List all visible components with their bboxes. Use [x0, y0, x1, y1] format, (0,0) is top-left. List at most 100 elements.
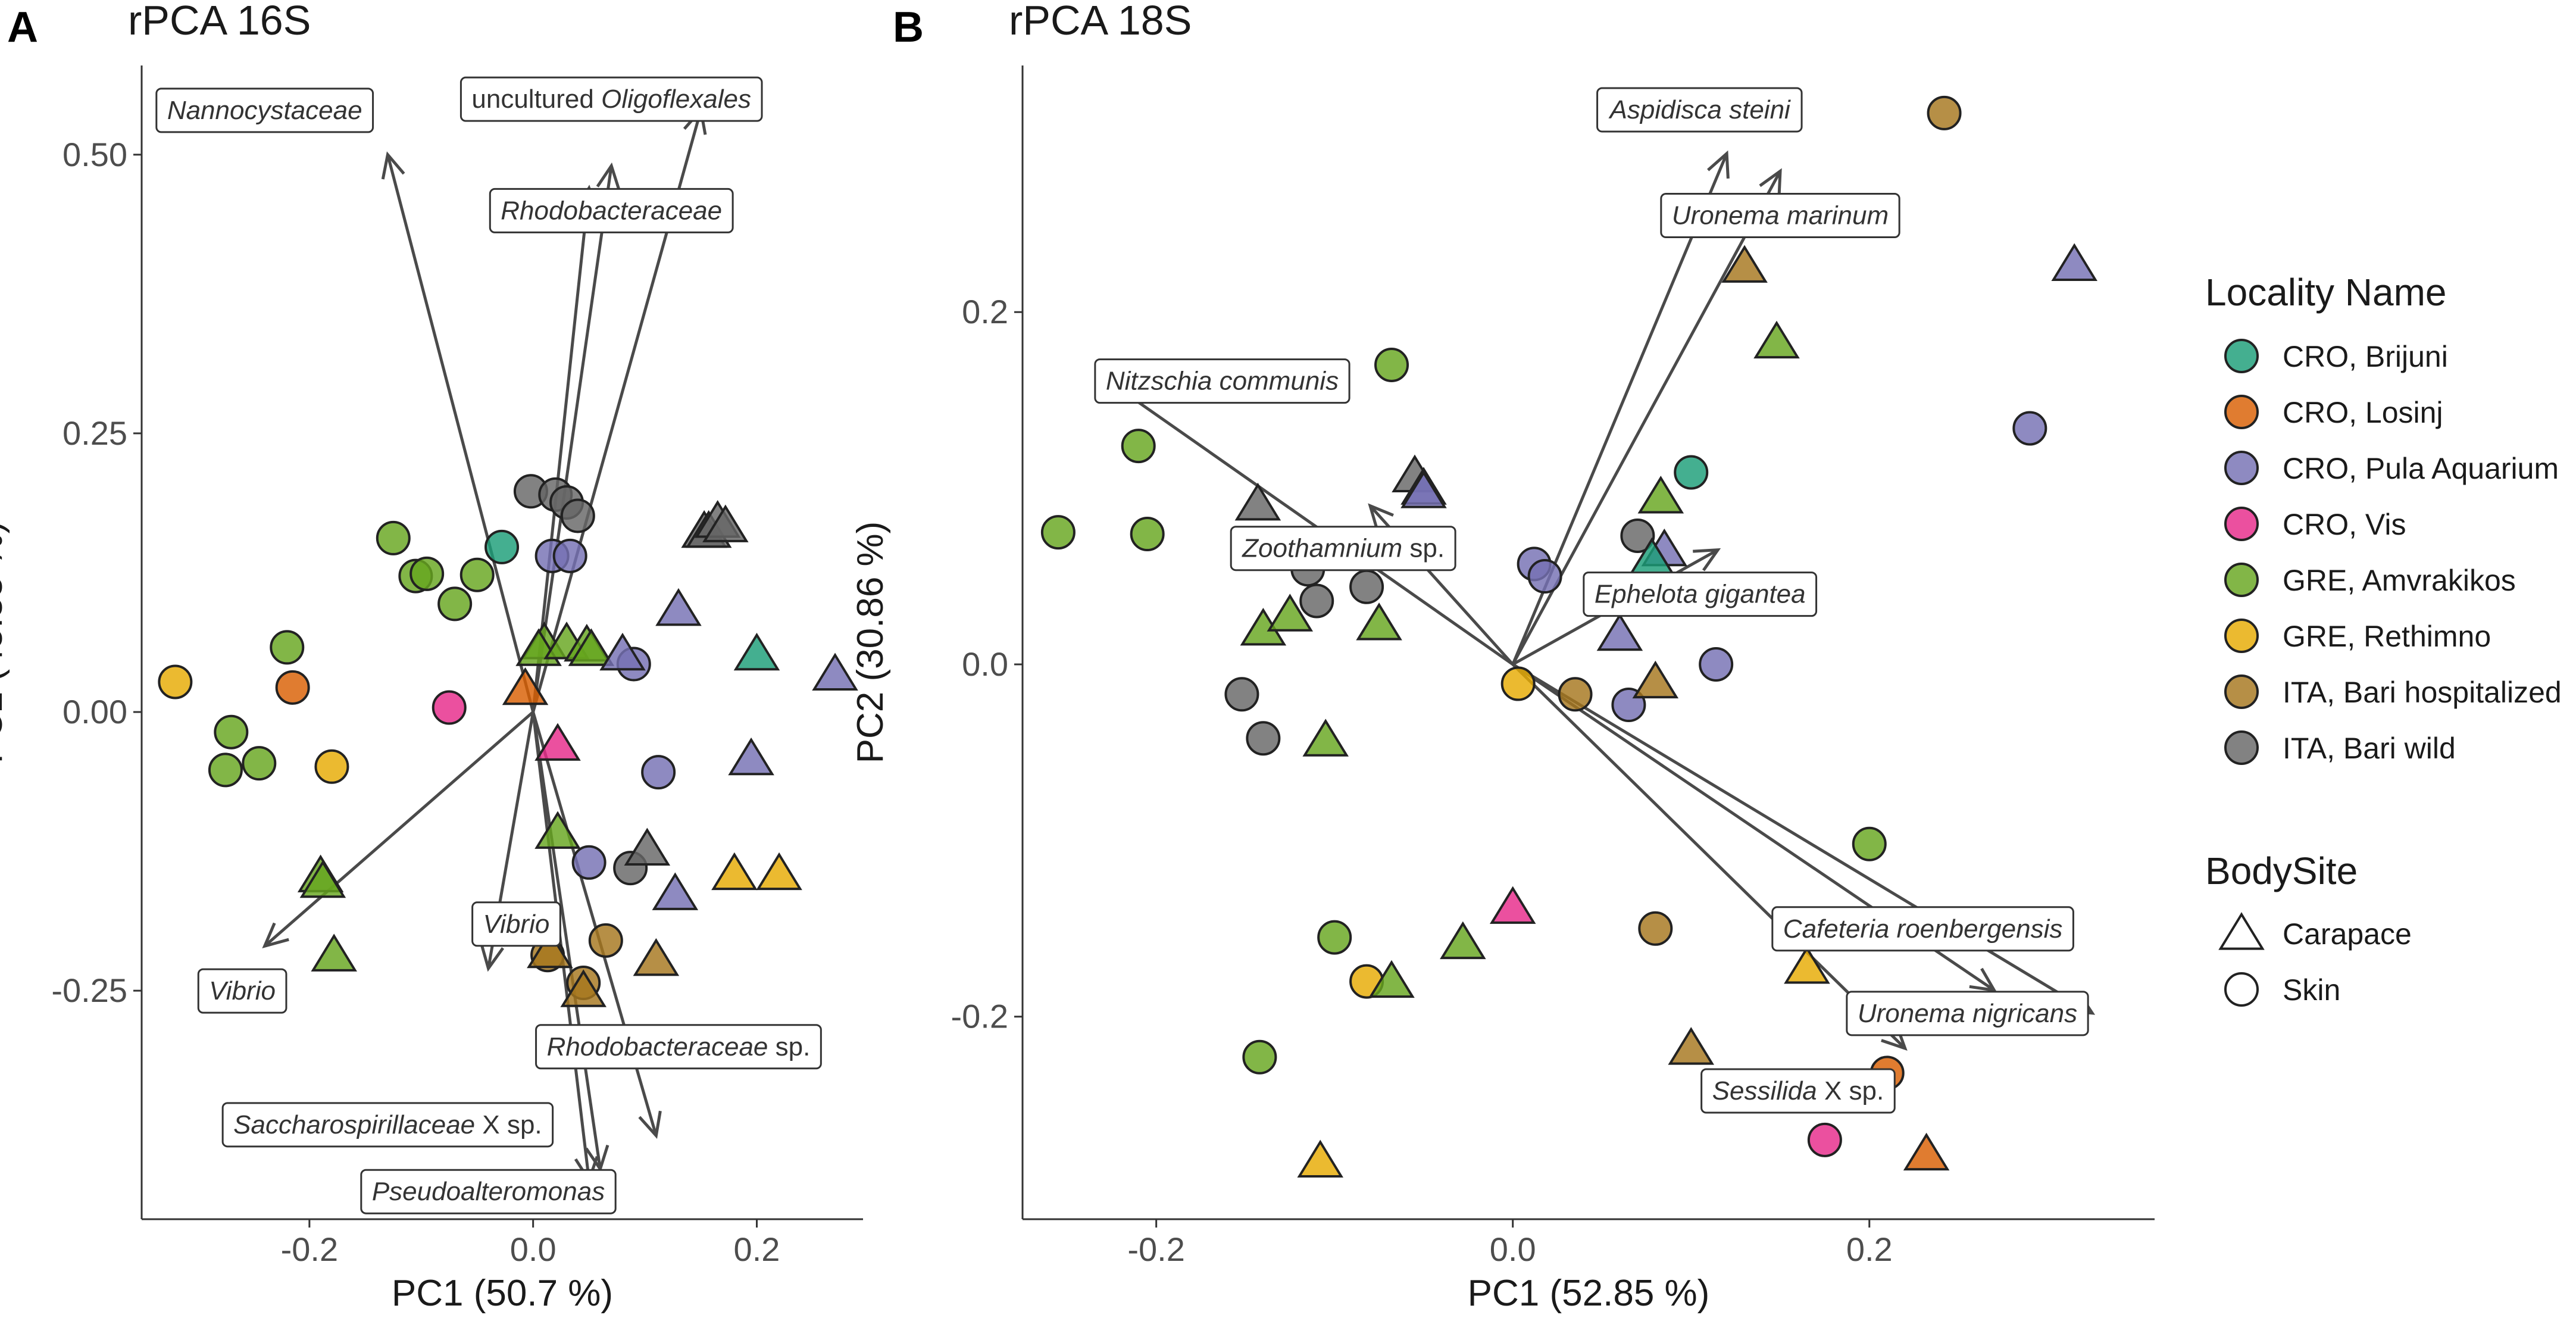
arrow-label-text: Cafeteria roenbergensis: [1783, 914, 2063, 944]
data-point: [702, 504, 749, 542]
data-point: [1632, 660, 1679, 699]
arrow-label-text: Saccharospirillaceae X sp.: [233, 1110, 542, 1139]
data-point: [437, 586, 473, 622]
data-point: [527, 930, 573, 969]
data-point: [1620, 518, 1655, 553]
y-tick-label: -0.25: [51, 972, 127, 1009]
data-point: [1500, 666, 1536, 701]
data-point: [314, 749, 349, 784]
data-point: [1400, 470, 1447, 508]
data-point: [756, 852, 802, 891]
arrow-label-box: [471, 901, 561, 947]
arrow-label: Uronema marinum: [1660, 192, 1900, 238]
loading-arrow: [1102, 376, 1514, 666]
data-point: [158, 664, 193, 699]
data-point: [1242, 1039, 1277, 1075]
loading-arrow: [386, 154, 535, 713]
data-point: [1440, 921, 1486, 960]
label-taxon: Pseudoalteromonas: [372, 1177, 605, 1206]
data-point: [242, 746, 277, 781]
data-point: [502, 667, 549, 705]
legend-locality-label: GRE, Amvrakikos: [2283, 564, 2516, 597]
data-point: [568, 628, 615, 666]
arrow-label: Cafeteria roenbergensis: [1771, 906, 2074, 952]
legend-locality-swatch: [2224, 563, 2259, 597]
legend-locality-label: ITA, Bari wild: [2283, 732, 2456, 765]
x-tick-label: -0.2: [281, 1231, 339, 1268]
loading-arrow: [264, 711, 534, 948]
data-point: [1903, 1132, 1950, 1171]
data-point: [1668, 1027, 1714, 1065]
loading-arrow: [1512, 663, 2093, 1014]
x-tick-label: 0.2: [734, 1231, 780, 1268]
data-point: [459, 557, 495, 592]
data-points: [1040, 95, 2097, 1178]
data-point: [733, 632, 780, 671]
arrow-head: [1368, 503, 1394, 530]
x-tick-label: 0.2: [1846, 1231, 1893, 1268]
arrow-label: uncultured Oligoflexales: [459, 76, 763, 122]
legend-bodysite-swatch: [2218, 912, 2265, 950]
legend-locality-label: CRO, Pula Aquarium: [2283, 452, 2559, 485]
loading-arrows: [262, 107, 707, 1184]
legend-locality-swatch: [2224, 395, 2259, 429]
data-point: [1234, 482, 1281, 521]
data-point: [1317, 920, 1352, 955]
data-point: [311, 933, 357, 972]
arrow-label-box: [489, 188, 734, 233]
arrow-labels: Aspidisca steini Uronema marinum Nitzschia…: [1094, 87, 2089, 1114]
arrow-label-text: uncultured Oligoflexales: [471, 85, 751, 114]
arrow-label-box: [221, 1102, 554, 1148]
label-taxon: Sessilida: [1712, 1076, 1817, 1105]
label-taxon: Saccharospirillaceae: [233, 1110, 475, 1139]
data-point: [624, 827, 671, 866]
data-point: [1489, 886, 1536, 924]
data-point: [1753, 320, 1800, 359]
legend-bodysite-label: Skin: [2283, 973, 2340, 1007]
x-tick-label: 0.0: [1490, 1231, 1536, 1268]
arrow-label-box: [1846, 991, 2089, 1036]
legend-locality-label: CRO, Vis: [2283, 508, 2406, 541]
arrow-label: Vibrio: [471, 901, 561, 947]
label-taxon: Rhodobacteraceae: [547, 1032, 768, 1061]
data-point: [641, 755, 676, 790]
y-tick-label: 0.2: [962, 293, 1008, 330]
data-point: [275, 670, 310, 705]
x-axis-title: PC1 (52.85 %): [1468, 1273, 1710, 1314]
data-point: [1349, 569, 1384, 604]
arrow-label: Pseudoalteromonas: [360, 1169, 617, 1214]
data-point: [214, 714, 249, 749]
arrow-label-box: [155, 88, 374, 133]
y-tick-label: 0.00: [62, 693, 127, 730]
data-point: [1130, 517, 1165, 552]
legend-bodysite-title: BodySite: [2205, 850, 2358, 892]
data-point: [599, 632, 646, 671]
legend-locality-label: CRO, Losinj: [2283, 396, 2443, 429]
data-point: [1302, 719, 1349, 757]
data-point: [534, 723, 581, 761]
arrow-head: [638, 1110, 662, 1139]
arrow-label-text: Nannocystaceae: [167, 96, 362, 125]
legend-locality-label: GRE, Rethimno: [2283, 620, 2491, 653]
data-point: [711, 852, 758, 891]
arrow-label-box: [1660, 192, 1900, 238]
arrow-label-text: Vibrio: [209, 976, 276, 1005]
data-point: [1807, 1122, 1842, 1157]
label-taxon: Vibrio: [483, 910, 550, 939]
legend-locality-swatch: [2224, 619, 2259, 653]
data-point: [588, 923, 623, 958]
arrow-label: Vibrio: [197, 968, 287, 1014]
panel-a-title: rPCA 16S: [128, 0, 311, 43]
arrow-label-box: [197, 968, 287, 1014]
data-point: [1121, 429, 1156, 464]
legend-locality-swatch: [2224, 674, 2259, 709]
label-taxon: Cafeteria roenbergensis: [1783, 914, 2063, 944]
loading-arrow: [532, 165, 613, 713]
data-point: [1558, 677, 1593, 712]
data-point: [1927, 95, 1962, 130]
arrow-label-text: Rhodobacteraceae sp.: [547, 1032, 811, 1061]
arrow-head: [1707, 150, 1730, 179]
arrow-label-text: Rhodobacteraceae: [501, 196, 722, 225]
arrow-label-text: Aspidisca steini: [1608, 95, 1791, 124]
y-axis-title: PC2 (30.86 %): [850, 521, 891, 764]
